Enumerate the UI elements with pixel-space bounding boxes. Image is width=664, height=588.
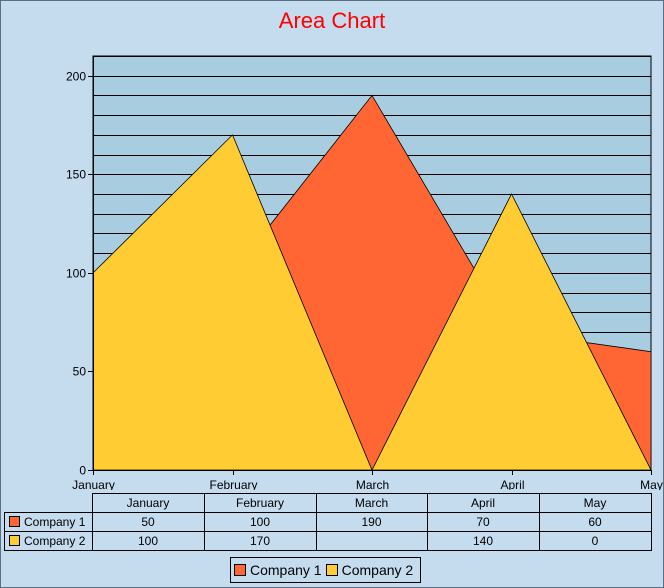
area-chart: 0 50 100 150 200 January February March April May xyxy=(66,55,663,490)
table-cell: 100 xyxy=(91,531,205,551)
legend-item-company-2: Company 2 xyxy=(325,562,414,578)
y-tick-label: 50 xyxy=(73,365,87,379)
table-cell: 190 xyxy=(315,512,428,532)
y-tick-label: 0 xyxy=(79,464,86,478)
chart-legend: Company 1 Company 2 xyxy=(230,557,422,583)
table-row-label: Company 1 xyxy=(24,515,86,529)
table-header-cell: April xyxy=(426,493,540,513)
company-1-swatch xyxy=(9,516,20,527)
y-tick-label: 150 xyxy=(66,168,86,182)
table-row-label: Company 2 xyxy=(24,534,86,548)
legend-label: Company 1 xyxy=(250,562,322,578)
y-tick-label: 200 xyxy=(66,70,86,84)
table-cell: 100 xyxy=(203,512,317,532)
legend-item-company-1: Company 1 xyxy=(234,562,322,578)
table-header-cell: May xyxy=(538,493,652,513)
table-header-cell: March xyxy=(315,493,428,513)
table-row-head: Company 1 xyxy=(4,512,93,532)
x-tick-label: May xyxy=(640,478,663,490)
data-table: January February March April May Company… xyxy=(4,493,652,551)
company-2-swatch xyxy=(9,535,20,546)
legend-swatch-company-2 xyxy=(325,564,338,576)
table-cell xyxy=(315,531,428,551)
table-cell: 170 xyxy=(203,531,317,551)
table-cell: 60 xyxy=(538,512,652,532)
x-tick-label: March xyxy=(356,478,389,490)
table-corner xyxy=(5,494,93,513)
table-cell: 70 xyxy=(426,512,540,532)
table-header-cell: January xyxy=(91,493,205,513)
y-tick-label: 100 xyxy=(66,267,86,281)
table-row: Company 1 50 100 190 70 60 xyxy=(4,512,652,532)
table-row: Company 2 100 170 140 0 xyxy=(4,531,652,551)
table-cell: 50 xyxy=(91,512,205,532)
table-header-row: January February March April May xyxy=(5,493,652,513)
x-tick-label: April xyxy=(500,478,524,490)
table-row-head: Company 2 xyxy=(4,531,93,551)
x-tick-label: January xyxy=(72,478,115,490)
legend-swatch-company-1 xyxy=(234,564,246,576)
x-tick-label: February xyxy=(209,478,257,490)
table-cell: 140 xyxy=(426,531,540,551)
table-cell: 0 xyxy=(538,531,652,551)
table-header-cell: February xyxy=(203,493,317,513)
legend-label: Company 2 xyxy=(341,562,414,578)
chart-title: Area Chart xyxy=(278,8,386,33)
